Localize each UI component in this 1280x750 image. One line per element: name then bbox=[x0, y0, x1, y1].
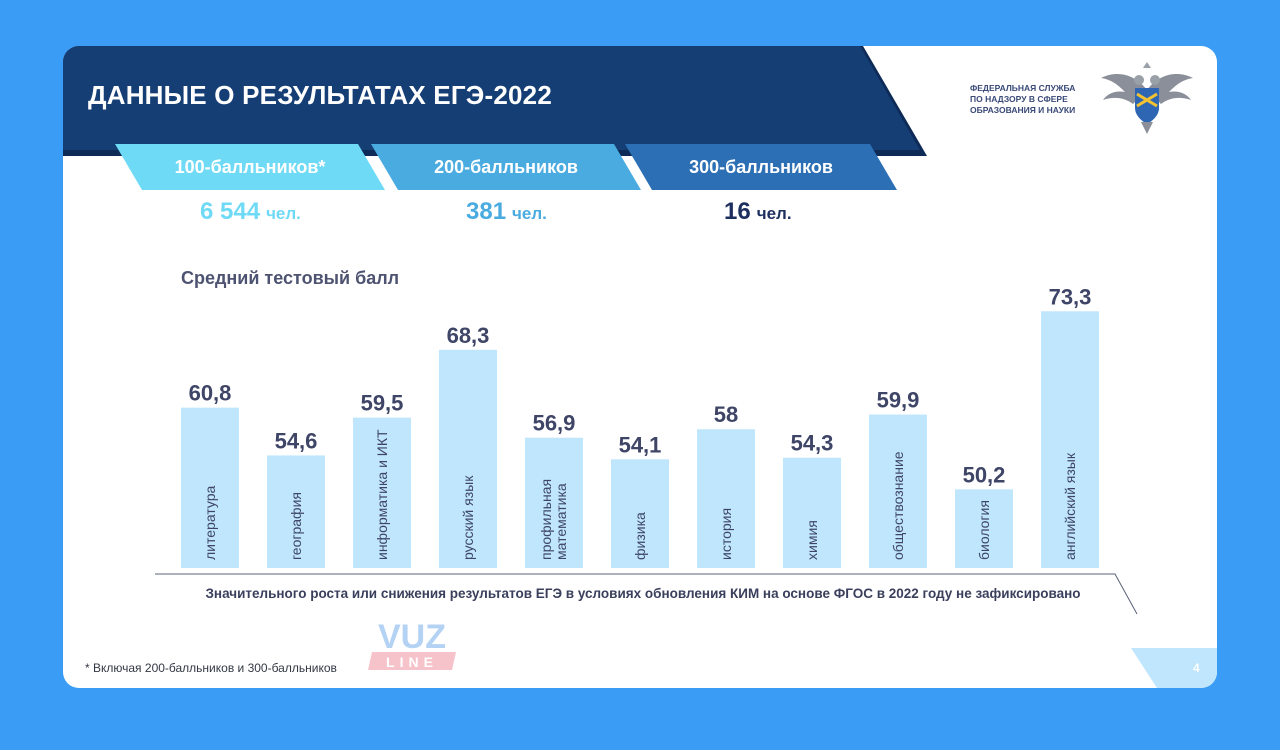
footnote: * Включая 200-балльников и 300-балльнико… bbox=[85, 661, 337, 675]
category-label: английский язык bbox=[1062, 452, 1078, 560]
data-label: 54,3 bbox=[791, 431, 834, 456]
tab-label: 300-балльников bbox=[689, 157, 833, 177]
chart-baseline bbox=[155, 573, 1138, 615]
category-label: биология bbox=[976, 500, 992, 560]
category-label-text: физика bbox=[632, 512, 648, 560]
category-label-text: обществознание bbox=[890, 451, 906, 560]
category-label: информатика и ИКТ bbox=[374, 429, 390, 560]
count-value: 381 bbox=[466, 198, 507, 225]
header-band bbox=[63, 46, 927, 156]
category-label-text: химия bbox=[804, 520, 820, 560]
agency-name: ФЕДЕРАЛЬНАЯ СЛУЖБА ПО НАДЗОРУ В СФЕРЕ ОБ… bbox=[970, 83, 1100, 116]
slide: ДАННЫЕ О РЕЗУЛЬТАТАХ ЕГЭ-2022 ФЕДЕРАЛЬНА… bbox=[63, 46, 1217, 688]
category-label: история bbox=[718, 508, 734, 560]
category-label-text: английский язык bbox=[1062, 452, 1078, 560]
count-unit: чел. bbox=[756, 204, 792, 223]
count-unit: чел. bbox=[512, 204, 547, 223]
category-label-text: география bbox=[288, 492, 304, 560]
category-label-text: математика bbox=[553, 483, 569, 560]
bar-2 bbox=[267, 455, 325, 568]
footer-note: Значительного роста или снижения результ… bbox=[205, 586, 1081, 601]
watermark-bottom-text: LINE bbox=[386, 654, 438, 670]
category-label: физика bbox=[632, 512, 648, 560]
count-100-ballnikov: 6 544 чел. bbox=[200, 198, 301, 226]
category-label-text: история bbox=[718, 508, 734, 560]
data-label: 68,3 bbox=[447, 323, 490, 348]
category-label: география bbox=[288, 492, 304, 560]
data-label: 50,2 bbox=[963, 462, 1006, 487]
category-label: профильная математика bbox=[538, 479, 569, 560]
category-label-text: профильная bbox=[538, 479, 554, 560]
data-label: 59,5 bbox=[361, 391, 404, 416]
watermark-top-text: VUZ bbox=[378, 618, 446, 656]
bar-4 bbox=[439, 349, 497, 568]
bar-7 bbox=[697, 429, 755, 568]
count-300-ballnikov: 16 чел. bbox=[724, 198, 792, 226]
data-label: 59,9 bbox=[877, 388, 920, 413]
bar-1 bbox=[181, 407, 239, 568]
tab-label: 100-балльников* bbox=[174, 157, 326, 177]
count-unit: чел. bbox=[266, 204, 301, 223]
bar-3 bbox=[353, 417, 411, 568]
agency-line: ПО НАДЗОРУ В СФЕРЕ bbox=[970, 94, 1068, 104]
data-label: 54,6 bbox=[275, 428, 318, 453]
bar-chart: 60,8 литература 54,6 география 59,5 информати… bbox=[155, 284, 1138, 615]
category-label: химия bbox=[804, 520, 820, 560]
count-value: 16 bbox=[724, 198, 751, 225]
vuzline-watermark-logo: VUZ LINE bbox=[368, 618, 456, 670]
bar-9 bbox=[869, 414, 927, 568]
bar-10 bbox=[955, 489, 1013, 568]
agency-line: ОБРАЗОВАНИЯ И НАУКИ bbox=[970, 105, 1076, 115]
data-label: 54,1 bbox=[619, 432, 662, 457]
agency-line: ФЕДЕРАЛЬНАЯ СЛУЖБА bbox=[970, 83, 1076, 93]
count-value: 6 544 bbox=[200, 198, 261, 225]
data-label: 58 bbox=[714, 402, 738, 427]
bar-6 bbox=[611, 459, 669, 568]
count-200-ballnikov: 381 чел. bbox=[466, 198, 547, 226]
category-label-text: информатика и ИКТ bbox=[374, 429, 390, 560]
page-number: 4 bbox=[1193, 661, 1200, 675]
page-number-badge bbox=[1131, 648, 1217, 688]
tab-300-ballnikov: 300-балльников bbox=[625, 144, 897, 190]
category-label: русский язык bbox=[460, 475, 476, 560]
category-label-text: биология bbox=[976, 500, 992, 560]
category-label: литература bbox=[202, 486, 218, 560]
tab-200-ballnikov: 200-балльников bbox=[371, 144, 641, 190]
double-headed-eagle-emblem-icon bbox=[1101, 62, 1193, 134]
category-label: обществознание bbox=[890, 451, 906, 560]
bar-8 bbox=[783, 457, 841, 568]
data-label: 73,3 bbox=[1049, 284, 1092, 309]
page-title: ДАННЫЕ О РЕЗУЛЬТАТАХ ЕГЭ-2022 bbox=[88, 80, 552, 110]
category-label-text: литература bbox=[202, 486, 218, 560]
chart-title: Средний тестовый балл bbox=[181, 268, 400, 288]
category-label-text: русский язык bbox=[460, 475, 476, 560]
tab-100-ballnikov: 100-балльников* bbox=[115, 144, 385, 190]
data-label: 60,8 bbox=[189, 381, 232, 406]
bar-11 bbox=[1041, 311, 1099, 568]
data-label: 56,9 bbox=[533, 411, 576, 436]
bar-5 bbox=[525, 437, 583, 568]
tab-label: 200-балльников bbox=[434, 157, 578, 177]
